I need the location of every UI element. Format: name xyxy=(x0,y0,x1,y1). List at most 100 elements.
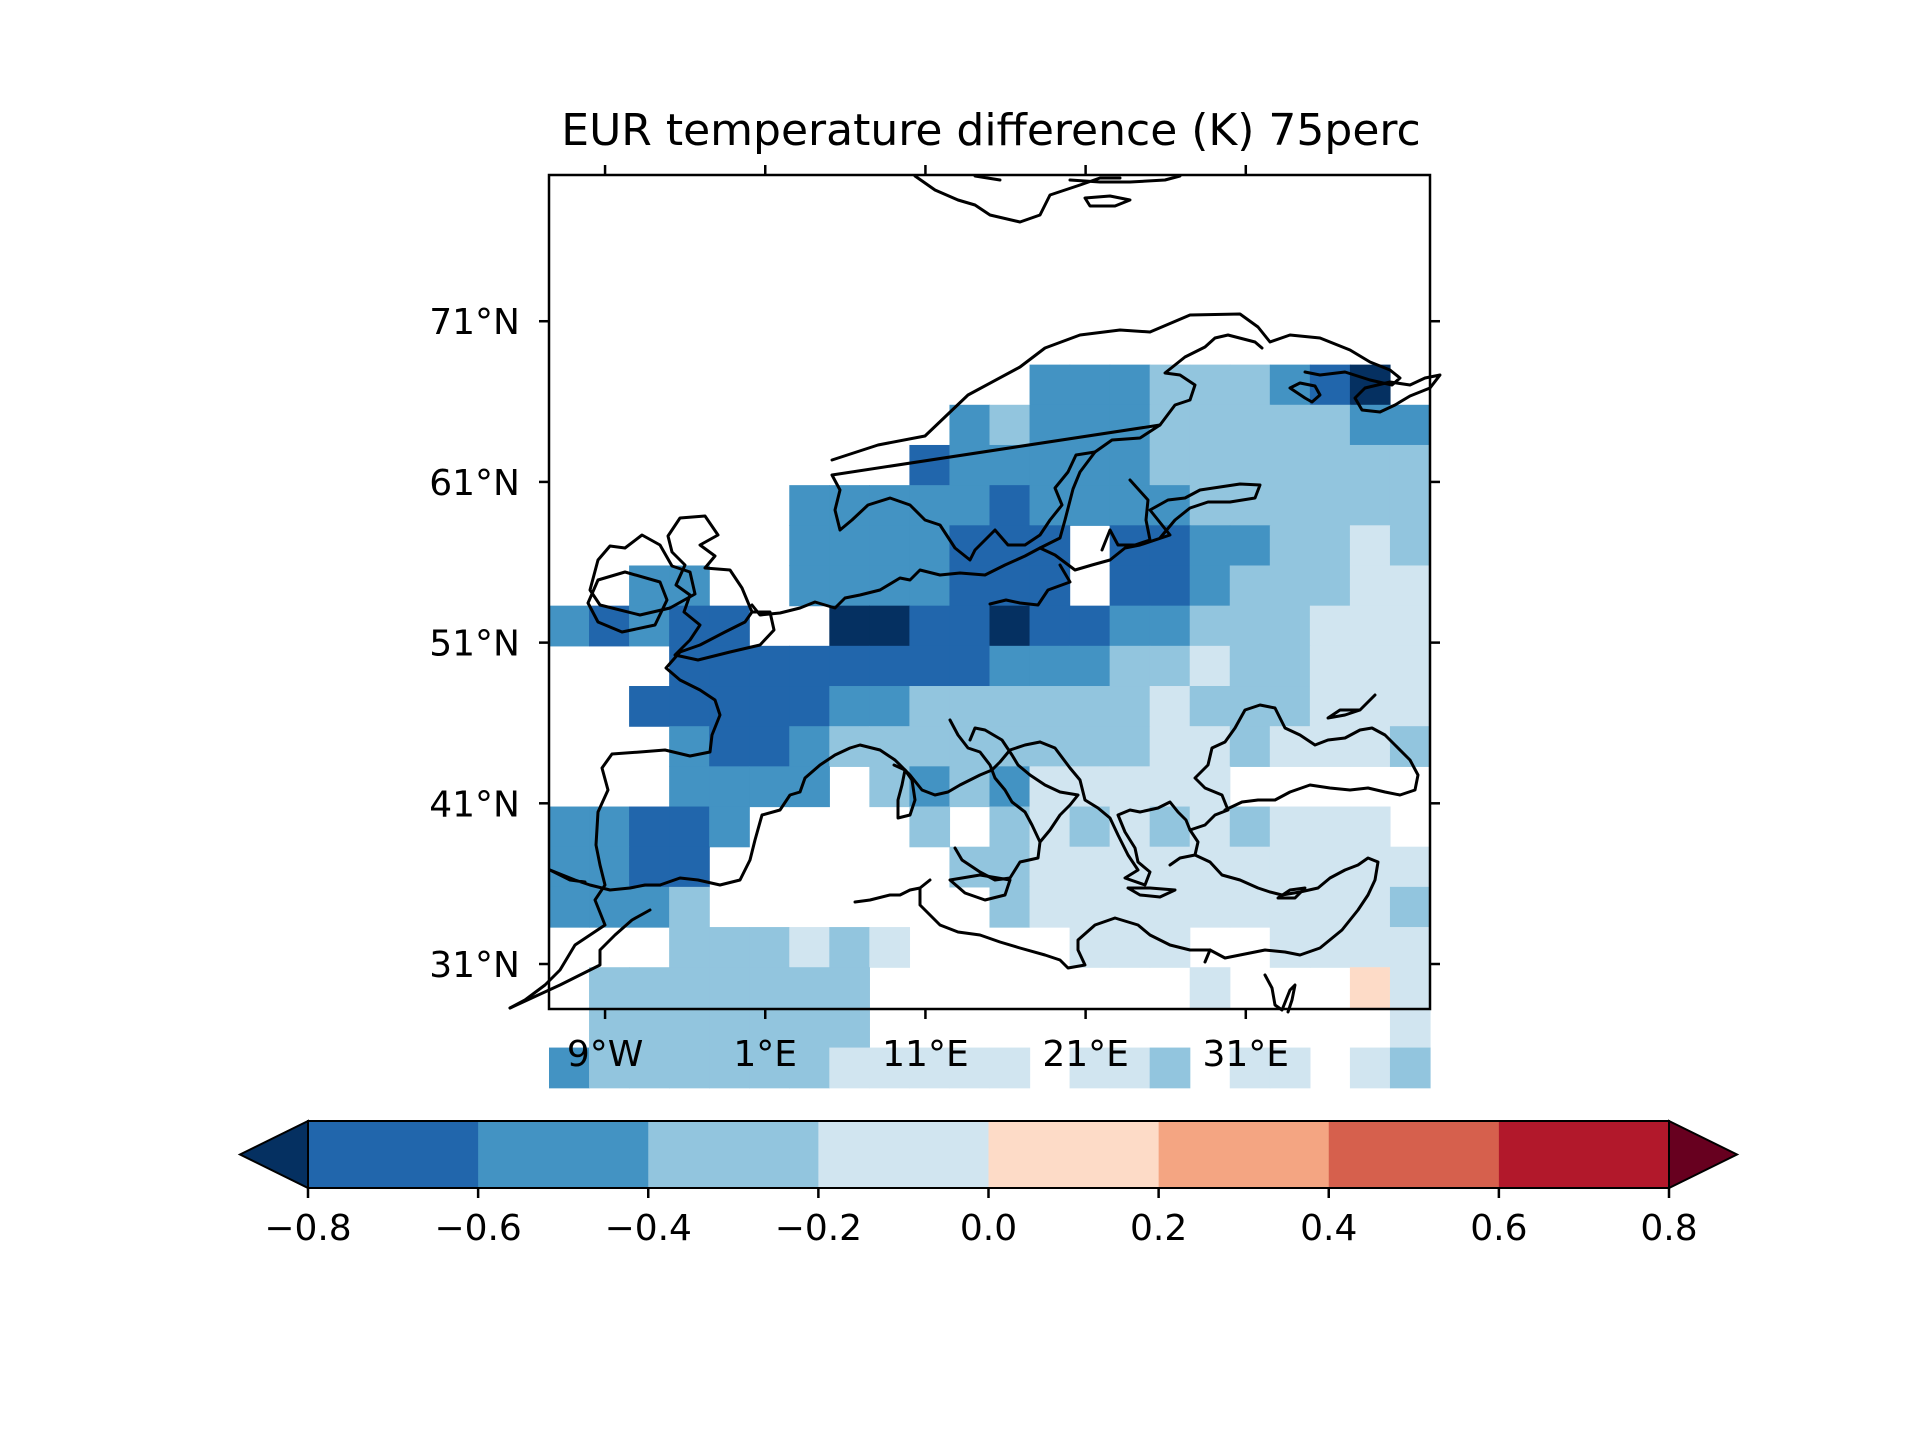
grid-cell xyxy=(1229,846,1271,888)
grid-cell xyxy=(709,766,750,808)
grid-cell xyxy=(749,766,790,808)
grid-cell xyxy=(629,886,670,928)
grid-cell xyxy=(949,686,991,727)
grid-cell xyxy=(789,565,830,607)
grid-cell xyxy=(709,967,750,1008)
grid-cell xyxy=(669,927,710,968)
colorbar-tick-label: 0.0 xyxy=(960,1208,1017,1249)
colorbar-bin xyxy=(988,1121,1160,1188)
grid-cell xyxy=(1189,404,1231,446)
grid-cell xyxy=(1269,686,1311,727)
grid-cell xyxy=(1389,645,1431,687)
grid-cell xyxy=(1229,605,1271,647)
grid-cell xyxy=(1229,726,1271,767)
grid-cell xyxy=(1189,605,1231,647)
grid-cell xyxy=(1109,686,1151,727)
grid-cell xyxy=(1349,605,1391,647)
grid-cell xyxy=(549,605,590,647)
grid-cell xyxy=(629,967,670,1008)
grid-cell xyxy=(1309,605,1351,647)
colorbar-extend-max xyxy=(1668,1119,1740,1190)
colorbar-bin xyxy=(308,1121,479,1188)
grid-cell xyxy=(629,1047,670,1089)
coastline-north-africa xyxy=(508,868,1212,1010)
grid-cell xyxy=(829,605,870,647)
grid-cell xyxy=(1189,565,1231,607)
grid-cell xyxy=(1309,927,1351,968)
grid-cell xyxy=(829,1007,870,1049)
grid-cell xyxy=(629,846,670,888)
coastline-continent-north-sea xyxy=(750,546,1042,617)
grid-cell xyxy=(1109,565,1151,607)
grid-cell xyxy=(1109,605,1151,647)
grid-cell xyxy=(1309,886,1351,928)
grid-cell xyxy=(1149,726,1191,767)
grid-cell xyxy=(989,686,1031,727)
grid-cell xyxy=(1229,886,1271,928)
grid-cell xyxy=(869,525,911,567)
coastline-anatolia xyxy=(1193,853,1380,960)
grid-cell xyxy=(1309,525,1351,567)
grid-cell xyxy=(869,1047,911,1089)
grid-cell xyxy=(989,645,1031,687)
y-tick-label: 41°N xyxy=(429,784,520,825)
y-tick-label: 31°N xyxy=(429,945,520,986)
grid-cell xyxy=(1229,485,1271,526)
grid-cell xyxy=(709,1007,750,1049)
grid-cell xyxy=(1269,927,1311,968)
grid-cell xyxy=(1149,1047,1191,1089)
colorbar-bin xyxy=(1328,1121,1500,1188)
grid-cell xyxy=(589,967,630,1008)
grid-cell xyxy=(1149,645,1191,687)
grid-cell xyxy=(1269,444,1311,486)
colorbar-tick-label: −0.8 xyxy=(264,1208,351,1249)
grid-cell xyxy=(749,726,790,767)
grid-cell xyxy=(789,1047,830,1089)
grid-cell xyxy=(829,686,870,727)
colorbar-tick-label: 0.8 xyxy=(1640,1208,1697,1249)
grid-cell xyxy=(1109,645,1151,687)
grid-cell xyxy=(709,726,750,767)
grid-cell xyxy=(1189,967,1231,1008)
grid-cell xyxy=(789,645,830,687)
grid-cell xyxy=(1309,686,1351,727)
grid-cell xyxy=(1349,525,1391,567)
grid-cell xyxy=(1309,645,1351,687)
grid-cell xyxy=(949,404,991,446)
grid-cell xyxy=(949,485,991,526)
x-tick-label: 9°W xyxy=(567,1034,644,1075)
grid-cell xyxy=(1069,404,1111,446)
y-tick-label: 71°N xyxy=(429,302,520,343)
grid-cell xyxy=(1349,967,1391,1008)
grid-cell xyxy=(789,485,830,526)
grid-cell xyxy=(1069,726,1111,767)
grid-cell xyxy=(1389,565,1431,607)
grid-cell xyxy=(909,726,951,767)
x-tick-label: 31°E xyxy=(1203,1034,1290,1075)
grid-cell xyxy=(869,605,911,647)
grid-cell xyxy=(749,645,790,687)
grid-cell xyxy=(1389,686,1431,727)
grid-cell xyxy=(829,967,870,1008)
grid-cell xyxy=(1269,806,1311,848)
grid-cell xyxy=(1109,485,1151,526)
grid-cell xyxy=(989,444,1031,486)
grid-cell xyxy=(589,1007,630,1049)
grid-cell xyxy=(909,485,951,526)
grid-cell xyxy=(1309,565,1351,607)
grid-cell xyxy=(1189,525,1231,567)
grid-cell xyxy=(629,565,670,607)
grid-cell xyxy=(989,605,1031,647)
grid-cell xyxy=(629,1007,670,1049)
grid-cell xyxy=(1349,444,1391,486)
grid-cell xyxy=(549,1047,590,1089)
coastline-great-britain xyxy=(666,514,776,662)
grid-cell xyxy=(1029,886,1071,928)
grid-cell xyxy=(549,806,590,848)
grid-cell xyxy=(1029,645,1071,687)
colorbar-tick-label: 0.2 xyxy=(1130,1208,1187,1249)
colorbar-extend-min xyxy=(237,1119,309,1190)
grid-cell xyxy=(709,686,750,727)
grid-cell xyxy=(949,605,991,647)
coastline-italy xyxy=(948,718,1080,882)
